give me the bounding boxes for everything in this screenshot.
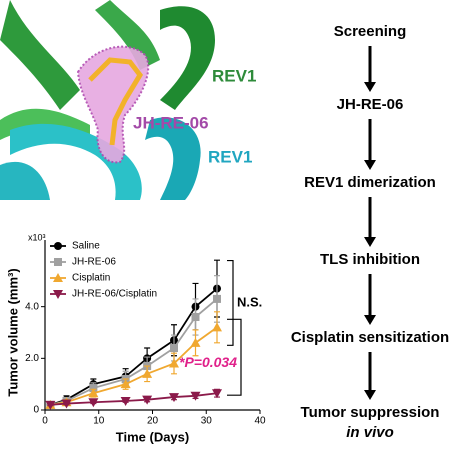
helix bbox=[0, 0, 80, 110]
data-point bbox=[142, 368, 153, 378]
arrow-head bbox=[364, 237, 376, 247]
data-point bbox=[190, 391, 201, 401]
series-line bbox=[50, 392, 218, 406]
legend-label: JH-RE-06 bbox=[72, 257, 116, 268]
helix bbox=[145, 117, 201, 200]
series-line bbox=[50, 287, 218, 406]
data-point bbox=[45, 400, 56, 410]
data-point bbox=[212, 389, 222, 399]
helix bbox=[95, 0, 160, 70]
flow-step: Screening bbox=[334, 23, 407, 40]
data-point bbox=[213, 294, 221, 303]
flow-step: JH-RE-06 bbox=[337, 96, 404, 113]
data-point bbox=[88, 388, 99, 398]
image-label: REV1 bbox=[212, 66, 256, 85]
data-point bbox=[170, 344, 178, 352]
data-point bbox=[88, 398, 99, 408]
x-tick-label: 0 bbox=[42, 416, 48, 427]
flow-step: Tumor suppression bbox=[301, 404, 440, 421]
data-point bbox=[89, 384, 98, 393]
legend-marker bbox=[54, 258, 62, 266]
series-line bbox=[50, 298, 218, 406]
y-multiplier: x10³ bbox=[28, 232, 46, 242]
x-tick-label: 20 bbox=[147, 416, 159, 427]
data-point bbox=[191, 313, 200, 321]
annotation: *P=0.034 bbox=[179, 354, 237, 370]
legend-marker bbox=[54, 242, 62, 250]
y-tick-label: 2.0 bbox=[25, 353, 39, 364]
x-tick-label: 40 bbox=[254, 416, 266, 427]
legend-marker bbox=[53, 273, 63, 282]
y-axis-label: Tumor volume (mm³) bbox=[5, 268, 20, 396]
flow-step: in vivo bbox=[346, 424, 394, 441]
arrow-head bbox=[364, 82, 376, 92]
legend-label: Saline bbox=[72, 241, 100, 252]
flow-step: TLS inhibition bbox=[320, 251, 420, 268]
arrow-head bbox=[364, 390, 376, 400]
legend-label: Cisplatin bbox=[72, 273, 110, 284]
data-point bbox=[190, 337, 201, 347]
x-axis-label: Time (Days) bbox=[116, 429, 189, 444]
x-tick-label: 30 bbox=[201, 416, 213, 427]
flow-diagram: Screening JH-RE-06 REV1 dimerization TLS in… bbox=[291, 23, 449, 441]
bracket bbox=[227, 318, 242, 396]
helix bbox=[0, 161, 50, 200]
y-tick-label: 0 bbox=[33, 405, 39, 416]
data-point bbox=[61, 399, 72, 409]
helix bbox=[10, 123, 142, 200]
image-label: JH-RE-06 bbox=[133, 113, 209, 132]
bracket bbox=[227, 259, 234, 346]
flow-step: Cisplatin sensitization bbox=[291, 329, 449, 346]
data-point bbox=[212, 322, 222, 332]
arrow-head bbox=[364, 315, 376, 325]
y-tick-label: 4.0 bbox=[25, 301, 39, 312]
ligand bbox=[88, 57, 144, 146]
data-point bbox=[120, 379, 131, 389]
legend-marker bbox=[53, 290, 63, 299]
image-label: REV1 bbox=[208, 147, 252, 166]
data-point bbox=[169, 358, 179, 368]
data-point bbox=[169, 393, 179, 403]
protein-structure: REV1 JH-RE-06 REV1 bbox=[0, 0, 260, 200]
data-point bbox=[120, 396, 131, 406]
flow-step: REV1 dimerization bbox=[304, 174, 436, 191]
chart: 0 2.0 4.0 0 10 20 30 40 x10³ Time (Days) Tumor vol… bbox=[5, 232, 266, 444]
legend-label: JH-RE-06/Cisplatin bbox=[72, 289, 157, 300]
data-point bbox=[142, 395, 153, 405]
x-tick-label: 10 bbox=[93, 416, 105, 427]
helix bbox=[160, 6, 215, 110]
arrow-head bbox=[364, 160, 376, 170]
annotation: N.S. bbox=[237, 294, 262, 309]
